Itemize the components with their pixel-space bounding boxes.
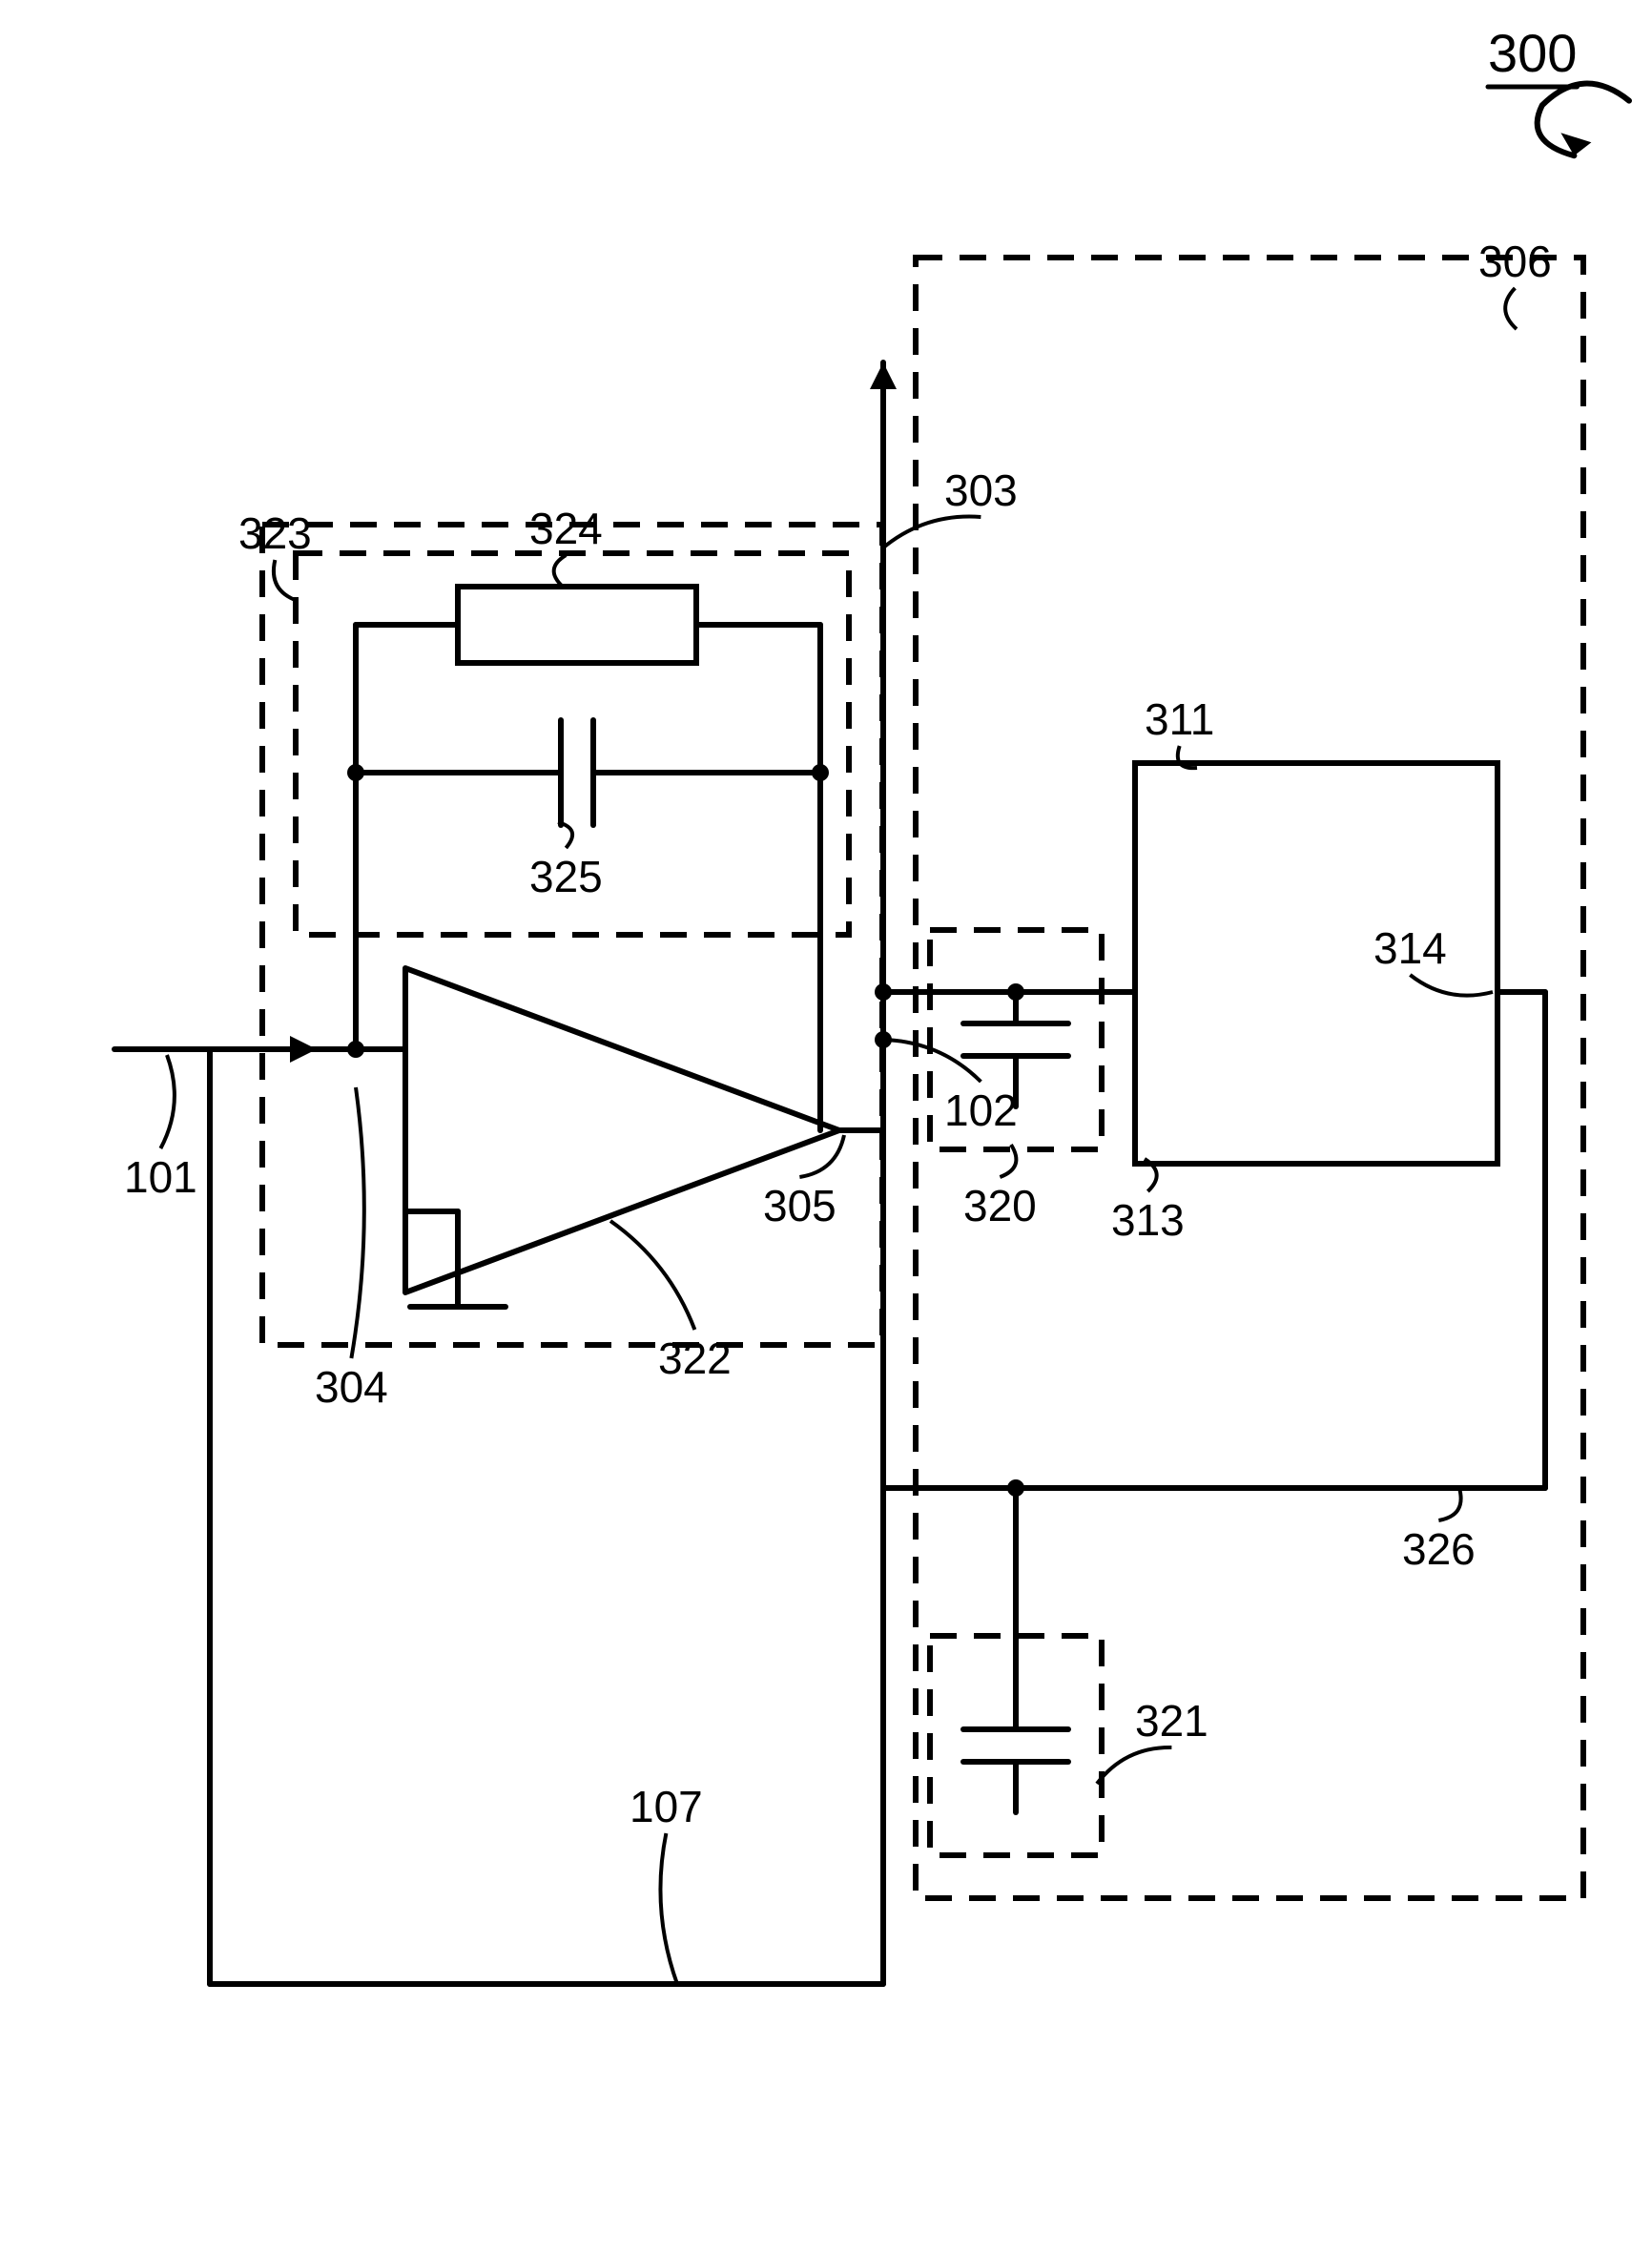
ref-label-feedback_line: 107 bbox=[630, 1782, 703, 1831]
ref-label-inner_box: 311 bbox=[1145, 694, 1214, 744]
label-leader bbox=[1097, 1747, 1171, 1784]
label-leader bbox=[1438, 1488, 1460, 1520]
ref-label-second_block: 306 bbox=[1478, 237, 1552, 286]
junction-node bbox=[1007, 983, 1024, 1001]
ref-label-opamp: 322 bbox=[658, 1333, 732, 1383]
ref-label-amp_block: 303 bbox=[944, 465, 1018, 515]
ref-label-figure_ref: 300 bbox=[1488, 23, 1577, 83]
label-leader bbox=[882, 517, 981, 548]
ref-label-amp_output: 305 bbox=[763, 1181, 836, 1230]
ref-label-output_node: 102 bbox=[944, 1085, 1018, 1135]
ref-label-cap_small_2: 321 bbox=[1135, 1696, 1208, 1746]
junction-node bbox=[875, 983, 892, 1001]
label-leader bbox=[554, 555, 567, 587]
label-leader bbox=[1410, 975, 1493, 996]
resistor-324 bbox=[458, 587, 696, 663]
ref-label-feedback_network: 323 bbox=[238, 508, 312, 558]
junction-node bbox=[1007, 1479, 1024, 1497]
ref-label-cap_feedback: 325 bbox=[529, 852, 603, 901]
junction-node bbox=[347, 1041, 364, 1058]
ref-label-inner_box_left_terminal: 313 bbox=[1111, 1195, 1185, 1245]
label-leader bbox=[610, 1221, 694, 1330]
ref-label-return_wire: 326 bbox=[1402, 1524, 1476, 1574]
label-leader bbox=[160, 1055, 175, 1148]
label-leader bbox=[1505, 288, 1517, 329]
junction-node bbox=[812, 764, 829, 781]
arrowhead bbox=[870, 362, 897, 389]
ref-label-inner_box_right_terminal: 314 bbox=[1373, 923, 1447, 973]
ref-label-cap_small_1: 320 bbox=[963, 1181, 1037, 1230]
ref-label-resistor: 324 bbox=[529, 504, 603, 553]
opamp-322 bbox=[405, 968, 839, 1292]
label-leader bbox=[351, 1087, 363, 1358]
circuit-diagram: 300 303 323 324 325 304 305 322 102 101 107 306 311 3… bbox=[0, 0, 1652, 2253]
label-leader bbox=[660, 1833, 677, 1984]
junction-node bbox=[347, 764, 364, 781]
ref-label-amp_input: 304 bbox=[315, 1362, 388, 1412]
ref-label-input_signal: 101 bbox=[124, 1152, 197, 1202]
